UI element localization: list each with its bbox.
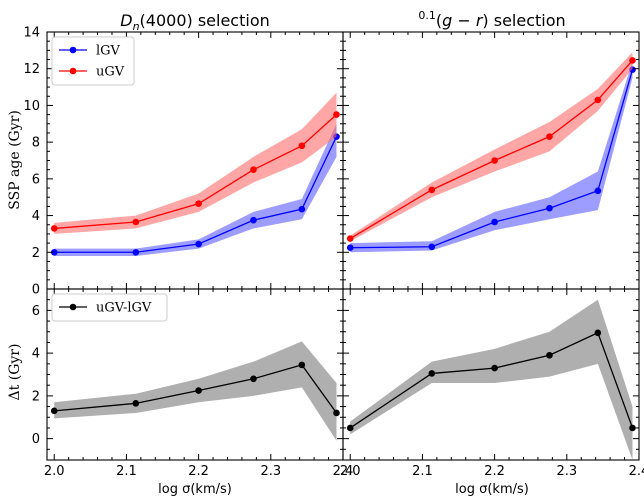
x-tick-label: 2.3 [260,464,281,479]
band-lgv-top-left [54,123,337,256]
point-ugv-top-left [132,218,140,226]
x-tick-label: 2.4 [629,464,644,479]
point-series-1-top-right [629,57,636,64]
y-tick-label: 0 [32,432,40,447]
line-ugv-lgv-bottom-left [54,364,338,414]
y-tick-label: 2 [32,389,40,404]
x-tick-label: 2.2 [484,464,505,479]
point-series-0-top-right [428,243,436,251]
ticks-bottom-right: 2.0 2.1 2.2 2.3 2.4 [340,288,644,479]
point-ugv-top-left [298,142,306,150]
legend-box [51,293,168,322]
x-tick-label: 2.0 [340,464,361,479]
legend-marker [69,67,77,75]
x-tick-label: 2.3 [556,464,577,479]
band-series-0-top-right [350,61,633,253]
point-ugv-lgv-bottom-left [132,400,140,407]
point-series-1-top-right [428,186,436,194]
point-ugv-lgv-bottom-left [195,387,202,394]
point-lgv-top-left [250,216,257,224]
y-tick-label: 4 [32,347,40,362]
y-tick-label: 2 [32,246,40,261]
point-series-1-top-right [546,133,553,140]
x-axis-label-right: log σ(km/s) [455,482,529,497]
plot-area-bottom-left [50,341,340,441]
panels: 0 2 4 6 8 10 12 14 lGV uGV 0 2 4 6 2.0 2.1 2.2 2.3 2.4 uGV-… [23,26,644,480]
x-tick-label: 2.4 [333,464,354,479]
point-ugv-top-left [195,200,202,207]
title-left: Dn(4000) selection [120,11,270,33]
line-ugv-top-left [54,114,337,230]
point-lgv-top-left [298,205,306,213]
point-lgv-top-left [132,248,140,256]
point-ugv-top-left [50,225,58,232]
title-right: 0.1(g − r) selection [418,9,565,30]
point-ugv-lgv-bottom-left [333,409,340,417]
plot-area-top-left [50,92,340,256]
legend-top-left: lGV uGV [51,36,135,86]
panel-top-right [342,31,640,290]
point-series-0-bottom-right [594,329,602,337]
legend-label: lGV [96,44,121,59]
line-lgv-top-left [54,136,338,253]
band-ugv-top-left [54,92,337,234]
point-series-1-top-right [346,235,354,242]
point-series-0-top-right [346,244,354,251]
line-series-1-top-right [349,60,633,240]
y-tick-label: 12 [23,62,40,77]
point-series-0-bottom-right [491,364,498,372]
legend-label: uGV [96,65,125,80]
panel-top-left: 0 2 4 6 8 10 12 14 lGV uGV [23,26,344,298]
point-series-0-bottom-right [346,424,354,432]
axes-frame-bottom-right [342,288,640,461]
point-lgv-top-left [195,240,202,248]
point-series-0-top-right [546,204,553,212]
point-series-0-top-right [491,218,498,226]
line-series-0-bottom-right [349,331,634,429]
y-tick-label: 14 [23,26,40,41]
point-ugv-lgv-bottom-left [250,375,257,383]
point-series-0-bottom-right [546,351,553,359]
legend-marker [69,303,77,311]
panel-bottom-right: 2.0 2.1 2.2 2.3 2.4 [340,288,644,479]
point-ugv-top-left [333,111,340,118]
legend-label: uGV-lGV [96,301,152,316]
y-tick-label: 6 [32,304,40,319]
point-ugv-top-left [250,166,257,173]
plot-area-bottom-right [346,299,636,460]
legend-marker [69,46,77,54]
y-axis-label-top: SSP age (Gyr) [7,110,23,210]
point-ugv-lgv-bottom-left [298,361,306,369]
plot-area-top-right [346,52,636,253]
line-series-0-top-right [350,69,634,249]
y-tick-label: 8 [32,136,40,151]
point-series-0-bottom-right [629,424,636,432]
y-tick-label: 10 [23,99,40,114]
x-tick-label: 2.1 [116,464,137,479]
point-series-0-bottom-right [428,370,436,377]
x-axis-label-left: log σ(km/s) [158,482,232,497]
y-tick-label: 0 [32,283,40,298]
legend-bottom-left: uGV-lGV [51,293,168,322]
band-series-0-bottom-right [350,299,633,460]
point-ugv-lgv-bottom-left [50,407,58,415]
point-series-1-top-right [491,157,498,164]
x-tick-label: 2.0 [44,464,65,479]
y-axis-label-bottom: Δt (Gyr) [7,344,23,401]
ticks-top-left: 0 2 4 6 8 10 12 14 [23,26,344,298]
band-series-1-top-right [350,52,633,242]
panel-bottom-left: 0 2 4 6 2.0 2.1 2.2 2.3 2.4 uGV-lGV [32,288,354,479]
point-series-1-top-right [594,96,602,104]
x-tick-label: 2.2 [188,464,209,479]
y-tick-label: 6 [32,172,40,187]
point-series-0-top-right [594,187,602,195]
x-tick-label: 2.1 [412,464,433,479]
point-lgv-top-left [50,248,58,256]
y-tick-label: 4 [32,209,40,224]
